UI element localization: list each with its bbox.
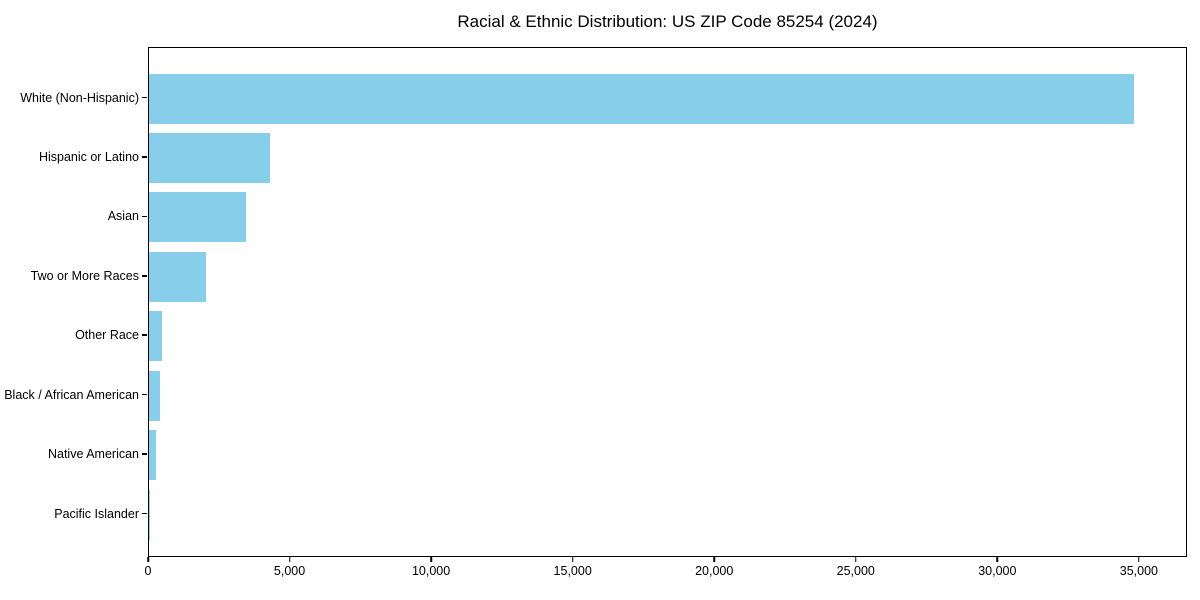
- chart-title: Racial & Ethnic Distribution: US ZIP Cod…: [457, 12, 878, 31]
- y-tick-mark: [142, 512, 147, 515]
- y-tick-label: Black / African American: [4, 387, 139, 402]
- plot-area: [148, 47, 1187, 557]
- y-tick-label: Native American: [47, 447, 139, 462]
- x-tick-label: 15,000: [553, 564, 592, 578]
- y-tick-label: Hispanic or Latino: [38, 149, 139, 164]
- x-tick-mark: [288, 557, 291, 562]
- x-tick-mark: [713, 557, 715, 562]
- y-tick-mark: [142, 453, 147, 455]
- y-tick-mark: [142, 156, 147, 158]
- x-tick-mark: [1138, 557, 1140, 562]
- y-tick-label: Pacific Islander: [54, 506, 139, 521]
- bar: [149, 489, 151, 540]
- y-tick-mark: [142, 215, 147, 218]
- bar: [149, 370, 161, 421]
- y-tick-label: Asian: [107, 209, 139, 224]
- bar: [149, 132, 270, 183]
- bar: [149, 73, 1135, 124]
- bar: [149, 192, 247, 243]
- x-tick-mark: [430, 557, 432, 562]
- y-tick-label: White (Non-Hispanic): [20, 90, 139, 105]
- y-tick-mark: [142, 334, 147, 336]
- bar: [149, 251, 206, 302]
- y-tick-mark: [142, 275, 147, 277]
- x-tick-mark: [571, 557, 574, 562]
- x-tick-label: 25,000: [836, 564, 875, 578]
- x-tick-mark: [996, 557, 999, 562]
- x-tick-mark: [147, 557, 149, 562]
- x-tick-label: 35,000: [1119, 564, 1158, 578]
- y-tick-mark: [142, 393, 147, 396]
- x-tick-label: 30,000: [978, 564, 1017, 578]
- y-tick-label: Two or More Races: [30, 268, 139, 283]
- x-tick-label: 10,000: [411, 564, 451, 578]
- bar: [149, 311, 162, 362]
- x-tick-mark: [855, 557, 857, 562]
- bar: [149, 430, 156, 481]
- x-tick-label: 0: [144, 564, 152, 578]
- x-tick-label: 5,000: [273, 564, 306, 578]
- y-tick-label: Other Race: [75, 328, 139, 343]
- y-tick-mark: [142, 96, 147, 99]
- x-tick-label: 20,000: [695, 564, 734, 578]
